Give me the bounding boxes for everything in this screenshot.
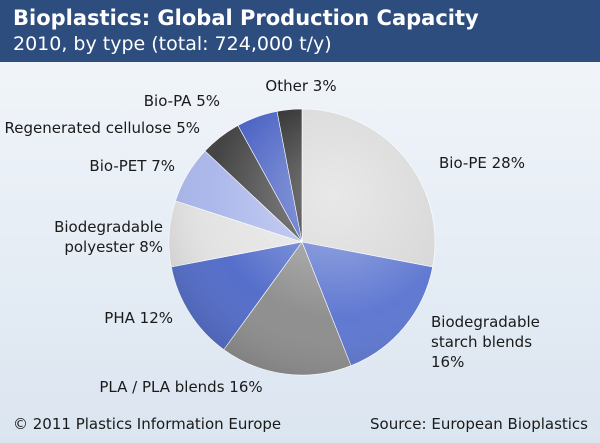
slice-label-bio-pa: Bio-PA 5% (144, 92, 220, 110)
copyright-note: © 2011 Plastics Information Europe (13, 415, 282, 433)
pie-slice-bio-pe (301, 108, 436, 268)
chart-subtitle: 2010, by type (total: 724,000 t/y) (13, 33, 332, 55)
slice-label-biodegradable-polyester: Biodegradable polyester 8% (54, 218, 163, 256)
slice-label-pla-pla-blends: PLA / PLA blends 16% (99, 378, 262, 396)
slice-label-biodegradable-starch-blends: Biodegradable starch blends 16% (431, 313, 540, 371)
source-note: Source: European Bioplastics (370, 415, 588, 433)
title-bar: Bioplastics: Global Production Capacity … (0, 0, 600, 62)
chart-title: Bioplastics: Global Production Capacity (13, 6, 479, 30)
slice-label-bio-pe: Bio-PE 28% (439, 154, 525, 172)
slice-label-pha: PHA 12% (104, 309, 173, 327)
slice-label-regenerated-cellulose: Regenerated cellulose 5% (5, 119, 201, 137)
slice-label-other: Other 3% (265, 77, 336, 95)
slice-label-bio-pet: Bio-PET 7% (89, 157, 175, 175)
